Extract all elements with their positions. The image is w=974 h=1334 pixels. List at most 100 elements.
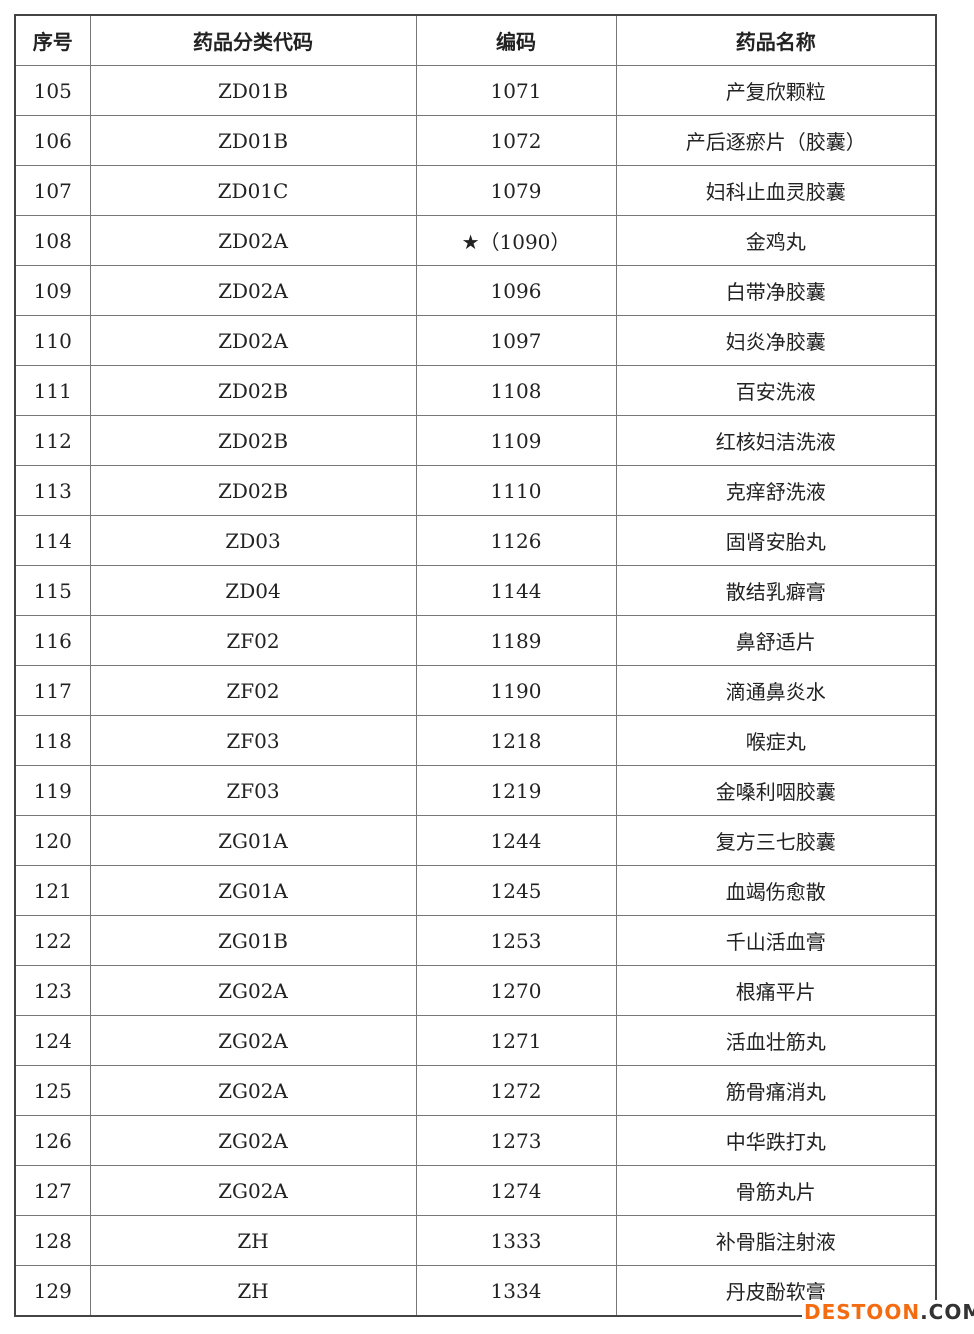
table-row: 112 ZD02B 1109 红核妇洁洗液	[14, 415, 937, 466]
cell-category-code: ZD01B	[89, 65, 417, 116]
cell-code: 1245	[415, 865, 617, 916]
cell-code: 1270	[415, 965, 617, 1016]
watermark-part2: .COM	[920, 1300, 974, 1324]
cell-code: 1333	[415, 1215, 617, 1266]
cell-index: 109	[14, 265, 91, 316]
cell-index: 128	[14, 1215, 91, 1266]
cell-index: 106	[14, 115, 91, 166]
table-row: 128 ZH 1333 补骨脂注射液	[14, 1215, 937, 1266]
cell-index: 123	[14, 965, 91, 1016]
cell-code: 1109	[415, 415, 617, 466]
cell-category-code: ZF02	[89, 665, 417, 716]
cell-index: 121	[14, 865, 91, 916]
cell-index: 117	[14, 665, 91, 716]
cell-category-code: ZG02A	[89, 965, 417, 1016]
table-row: 119 ZF03 1219 金嗓利咽胶囊	[14, 765, 937, 816]
header-index: 序号	[14, 14, 91, 66]
cell-code: 1334	[415, 1265, 617, 1317]
cell-index: 110	[14, 315, 91, 366]
table-row: 105 ZD01B 1071 产复欣颗粒	[14, 65, 937, 116]
table-row: 129 ZH 1334 丹皮酚软膏	[14, 1265, 937, 1317]
table-row: 117 ZF02 1190 滴通鼻炎水	[14, 665, 937, 716]
cell-category-code: ZD02B	[89, 465, 417, 516]
table-row: 121 ZG01A 1245 血竭伤愈散	[14, 865, 937, 916]
cell-drug-name: 百安洗液	[615, 365, 937, 416]
table-row: 108 ZD02A ★（1090） 金鸡丸	[14, 215, 937, 266]
cell-code: 1072	[415, 115, 617, 166]
cell-code: 1274	[415, 1165, 617, 1216]
header-category-code: 药品分类代码	[89, 14, 417, 66]
cell-drug-name: 根痛平片	[615, 965, 937, 1016]
table-row: 125 ZG02A 1272 筋骨痛消丸	[14, 1065, 937, 1116]
cell-drug-name: 红核妇洁洗液	[615, 415, 937, 466]
cell-category-code: ZG01B	[89, 915, 417, 966]
cell-index: 129	[14, 1265, 91, 1317]
table-row: 116 ZF02 1189 鼻舒适片	[14, 615, 937, 666]
cell-index: 122	[14, 915, 91, 966]
cell-index: 127	[14, 1165, 91, 1216]
cell-code: 1071	[415, 65, 617, 116]
cell-code: 1190	[415, 665, 617, 716]
cell-category-code: ZF02	[89, 615, 417, 666]
cell-drug-name: 金嗓利咽胶囊	[615, 765, 937, 816]
cell-index: 119	[14, 765, 91, 816]
cell-category-code: ZD02A	[89, 315, 417, 366]
cell-category-code: ZD02A	[89, 215, 417, 266]
header-code: 编码	[415, 14, 617, 66]
cell-index: 120	[14, 815, 91, 866]
cell-drug-name: 滴通鼻炎水	[615, 665, 937, 716]
cell-drug-name: 固肾安胎丸	[615, 515, 937, 566]
cell-drug-name: 妇炎净胶囊	[615, 315, 937, 366]
cell-category-code: ZG02A	[89, 1165, 417, 1216]
cell-drug-name: 补骨脂注射液	[615, 1215, 937, 1266]
cell-category-code: ZD01B	[89, 115, 417, 166]
cell-category-code: ZH	[89, 1215, 417, 1266]
table-row: 115 ZD04 1144 散结乳癖膏	[14, 565, 937, 616]
table-row: 109 ZD02A 1096 白带净胶囊	[14, 265, 937, 316]
cell-index: 124	[14, 1015, 91, 1066]
cell-category-code: ZF03	[89, 765, 417, 816]
cell-code: 1108	[415, 365, 617, 416]
cell-category-code: ZD01C	[89, 165, 417, 216]
cell-code: 1219	[415, 765, 617, 816]
cell-index: 111	[14, 365, 91, 416]
cell-index: 107	[14, 165, 91, 216]
cell-code: 1218	[415, 715, 617, 766]
table-row: 107 ZD01C 1079 妇科止血灵胶囊	[14, 165, 937, 216]
cell-category-code: ZF03	[89, 715, 417, 766]
cell-category-code: ZG02A	[89, 1065, 417, 1116]
cell-index: 115	[14, 565, 91, 616]
watermark-logo: DESTOON.COM	[802, 1300, 974, 1324]
cell-drug-name: 金鸡丸	[615, 215, 937, 266]
cell-drug-name: 千山活血膏	[615, 915, 937, 966]
table-row: 114 ZD03 1126 固肾安胎丸	[14, 515, 937, 566]
cell-code: 1126	[415, 515, 617, 566]
table-row: 122 ZG01B 1253 千山活血膏	[14, 915, 937, 966]
table-row: 127 ZG02A 1274 骨筋丸片	[14, 1165, 937, 1216]
table-row: 124 ZG02A 1271 活血壮筋丸	[14, 1015, 937, 1066]
table-row: 123 ZG02A 1270 根痛平片	[14, 965, 937, 1016]
cell-category-code: ZG02A	[89, 1015, 417, 1066]
cell-index: 118	[14, 715, 91, 766]
cell-index: 112	[14, 415, 91, 466]
cell-drug-name: 产后逐瘀片（胶囊）	[615, 115, 937, 166]
cell-code: 1189	[415, 615, 617, 666]
cell-drug-name: 复方三七胶囊	[615, 815, 937, 866]
cell-drug-name: 鼻舒适片	[615, 615, 937, 666]
cell-drug-name: 中华跌打丸	[615, 1115, 937, 1166]
cell-index: 126	[14, 1115, 91, 1166]
cell-category-code: ZD02B	[89, 365, 417, 416]
cell-code: 1244	[415, 815, 617, 866]
cell-index: 114	[14, 515, 91, 566]
watermark-part1: DESTOON	[804, 1300, 921, 1324]
cell-code: 1110	[415, 465, 617, 516]
table-row: 126 ZG02A 1273 中华跌打丸	[14, 1115, 937, 1166]
cell-index: 116	[14, 615, 91, 666]
cell-index: 113	[14, 465, 91, 516]
cell-category-code: ZD02A	[89, 265, 417, 316]
cell-code: 1096	[415, 265, 617, 316]
cell-drug-name: 血竭伤愈散	[615, 865, 937, 916]
table-row: 106 ZD01B 1072 产后逐瘀片（胶囊）	[14, 115, 937, 166]
cell-drug-name: 活血壮筋丸	[615, 1015, 937, 1066]
table-row: 110 ZD02A 1097 妇炎净胶囊	[14, 315, 937, 366]
